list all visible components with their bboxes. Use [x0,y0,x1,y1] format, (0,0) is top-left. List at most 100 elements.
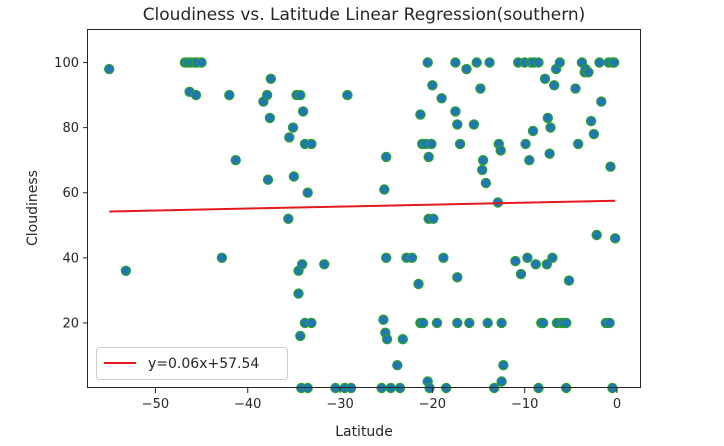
data-point [610,233,621,244]
y-tick-label: 40 [62,251,79,266]
data-point [484,57,495,68]
data-point [287,122,299,133]
data-point [477,164,488,176]
data-point [284,132,295,143]
data-point [609,57,620,68]
data-point [522,252,533,263]
data-point [196,57,207,68]
data-point [288,171,300,182]
y-tick-label: 20 [62,316,79,331]
x-tick-label: −20 [419,397,446,412]
data-point [454,138,466,150]
data-point [378,314,389,325]
data-point [216,252,228,263]
data-point [541,259,553,270]
data-point [264,112,276,124]
plot-frame [87,29,641,388]
data-point [450,57,461,68]
data-point [261,89,273,101]
data-point [120,265,132,276]
data-point [319,259,330,270]
x-tick-label: 0 [613,397,621,412]
data-point [262,174,274,185]
data-point [583,67,594,78]
x-tick-label: −40 [234,397,261,412]
y-tick-label: 60 [62,186,79,201]
data-point [468,119,480,130]
data-point [427,80,438,91]
data-point [381,252,392,263]
data-point [480,177,492,189]
data-point [428,213,439,224]
data-point [283,213,294,224]
data-point [549,80,560,91]
data-point [415,109,426,120]
data-point [406,252,418,263]
data-point [392,360,403,371]
data-point [297,106,309,117]
data-point [594,57,605,68]
y-axis-label: Cloudiness [25,170,41,246]
data-points [103,57,621,394]
data-point [431,317,443,329]
data-point [537,317,549,329]
data-point [482,317,493,329]
data-point [381,151,392,163]
data-point [342,89,353,101]
data-point [515,268,527,280]
data-point [591,229,602,241]
data-point [539,73,551,85]
y-tick-label: 100 [54,56,79,71]
data-point [302,187,313,198]
data-point [542,112,554,124]
data-point [293,288,304,299]
chart-title: Cloudiness vs. Latitude Linear Regressio… [143,5,586,25]
data-point [461,63,472,75]
data-point [477,154,489,166]
data-point [381,334,393,345]
data-point [530,259,542,270]
data-point [545,122,556,133]
y-axis-ticks: 20 40 60 80 100 [54,56,88,331]
data-point [422,57,433,68]
data-point [588,128,600,140]
data-point [295,330,306,342]
data-point [224,89,235,101]
data-point [585,115,597,127]
legend: y=0.06x+57.54 [96,347,288,380]
y-tick-label: 80 [62,121,79,136]
data-point [520,138,531,150]
data-point [436,93,447,104]
data-point [464,317,475,329]
data-point [230,154,241,166]
data-point [417,317,429,329]
x-tick-label: −10 [511,397,538,412]
data-point [413,278,424,290]
data-point [605,161,616,172]
data-point [573,138,584,150]
data-point [496,317,507,329]
data-point [297,259,308,270]
data-point [533,57,544,68]
data-point [544,148,555,159]
x-axis-ticks: −50 −40 −30 −20 −10 0 [142,388,621,412]
data-point [452,119,463,130]
data-point [265,73,276,85]
data-point [554,57,566,68]
data-point [471,57,482,68]
data-point [475,83,486,94]
data-point [306,317,317,329]
data-point [570,83,581,94]
x-tick-label: −50 [142,397,169,412]
data-point [190,89,202,101]
data-point [495,145,506,156]
data-point [524,154,535,166]
data-point [452,317,463,329]
data-point [452,272,463,283]
data-point [496,376,507,387]
data-point [103,63,115,75]
data-point [438,252,449,263]
data-point [596,96,607,107]
data-point [306,138,317,150]
